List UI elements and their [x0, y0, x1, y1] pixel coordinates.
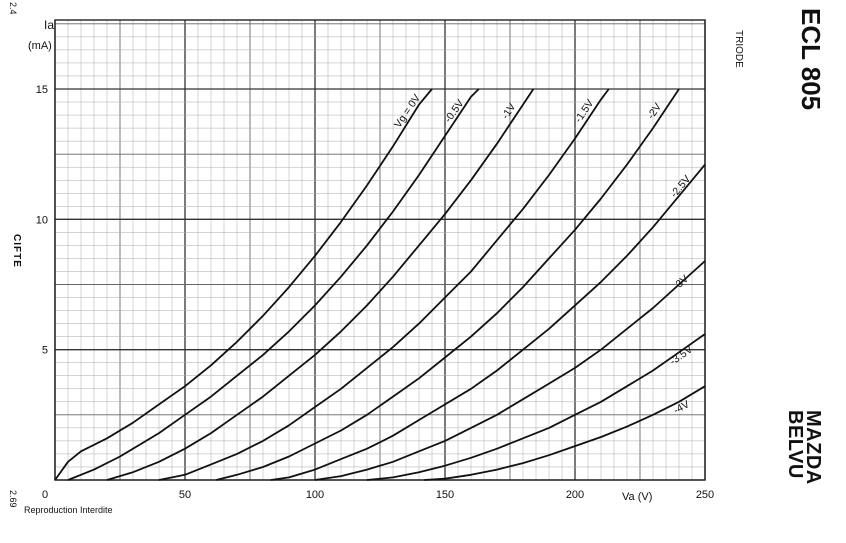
y-axis-title: Ia — [44, 18, 55, 32]
tube-name: ECL 805 — [796, 8, 826, 111]
series-line — [424, 385, 706, 481]
chart-grid — [54, 20, 706, 481]
series-line — [314, 260, 706, 481]
brand-line-2: BELVU — [784, 410, 806, 479]
triode-label: TRIODE — [733, 30, 744, 68]
series-label: -4V — [671, 398, 691, 416]
series-label: -2V — [645, 101, 664, 121]
series-line — [270, 164, 706, 481]
x-tick-label: 200 — [566, 489, 584, 501]
x-tick-label: 0 — [42, 489, 48, 501]
series-label: -2.5V — [668, 173, 693, 200]
corner-top-label: 2.4 — [8, 2, 18, 15]
plot-frame — [54, 19, 706, 481]
x-tick-label: 150 — [436, 489, 454, 501]
series-label: -1V — [499, 101, 518, 121]
side-label: CIFTE — [11, 234, 22, 268]
series-label: -0.5V — [442, 98, 466, 125]
series-label: -3.5V — [668, 343, 695, 367]
corner-bottom-label: 2.69 — [8, 490, 18, 508]
x-tick-label: 50 — [179, 489, 191, 501]
series-line — [158, 88, 610, 481]
y-tick-label: 10 — [36, 214, 48, 226]
series-line — [215, 88, 680, 481]
series-line — [67, 88, 480, 481]
x-axis-title: Va (V) — [622, 491, 653, 503]
y-tick-label: 5 — [42, 345, 48, 357]
x-tick-label: 100 — [306, 489, 324, 501]
footer-note: Reproduction Interdite — [24, 505, 113, 515]
y-axis-unit: (mA) — [28, 40, 52, 52]
x-tick-label: 250 — [696, 489, 714, 501]
y-tick-label: 15 — [36, 84, 48, 96]
series-line — [366, 333, 706, 481]
chart-axes: 0 50 100 150 200 250 5 10 15 — [36, 19, 714, 501]
series-line — [106, 88, 535, 481]
series-line — [54, 88, 433, 481]
